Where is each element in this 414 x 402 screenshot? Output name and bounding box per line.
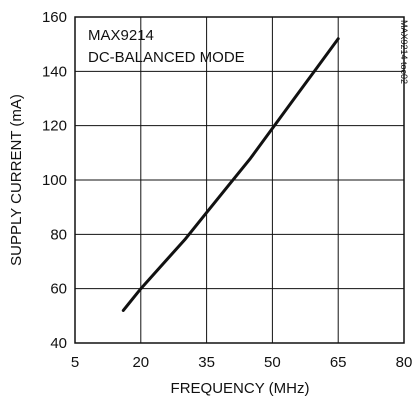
y-axis-label: SUPPLY CURRENT (mA)	[8, 94, 25, 266]
x-tick-label: 20	[132, 354, 149, 371]
x-tick-label: 65	[330, 354, 347, 371]
series-layer	[121, 37, 340, 312]
annotation-mode: DC-BALANCED MODE	[88, 49, 245, 66]
x-tick-label: 35	[198, 354, 215, 371]
x-tick-label: 5	[71, 354, 79, 371]
supply-current-line	[121, 37, 340, 312]
y-tick-label: 100	[42, 172, 67, 189]
y-tick-label: 120	[42, 118, 67, 135]
x-tick-label: 50	[264, 354, 281, 371]
y-axis-ticks: 40 60 80 100 120 140 160	[42, 9, 67, 352]
plot-area-frame	[74, 16, 405, 344]
x-axis-label: FREQUENCY (MHz)	[171, 380, 310, 397]
annotation-part-number: MAX9214	[88, 27, 154, 44]
figure-code: MAX9214 toc02	[399, 20, 409, 84]
x-axis-ticks: 5 20 35 50 65 80	[71, 354, 413, 371]
grid-lines	[75, 17, 404, 343]
y-tick-label: 160	[42, 9, 67, 26]
y-tick-label: 140	[42, 63, 67, 80]
y-tick-label: 60	[50, 281, 67, 298]
y-tick-label: 40	[50, 335, 67, 352]
x-tick-label: 80	[396, 354, 413, 371]
y-tick-label: 80	[50, 226, 67, 243]
